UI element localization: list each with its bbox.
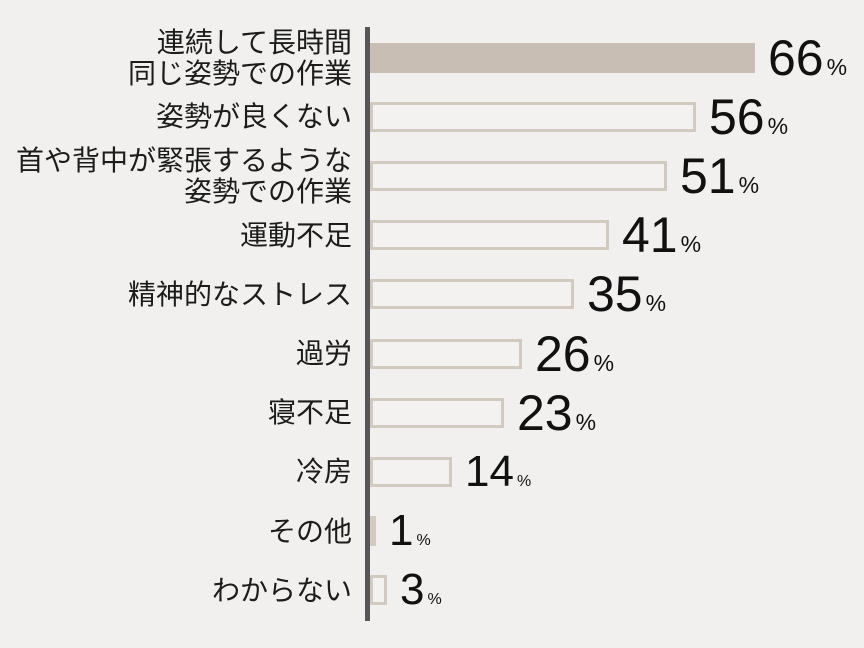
bar [370, 42, 755, 73]
bar-container: 56% [370, 92, 788, 142]
value-number: 51 [680, 147, 736, 204]
bar-container: 26% [370, 329, 614, 379]
value-number: 56 [709, 88, 765, 145]
bar-row: 寝不足 23% [0, 383, 864, 442]
value-label: 56% [709, 92, 788, 142]
bar-row: 姿勢が良くない 56% [0, 87, 864, 146]
bar [370, 279, 574, 310]
bar [370, 160, 667, 191]
percent-sign: % [593, 349, 615, 376]
percent-sign: % [767, 112, 789, 139]
bar-row: 冷房 14% [0, 442, 864, 501]
bar [370, 516, 376, 547]
bar-row: 連続して長時間 同じ姿勢での作業 66% [0, 26, 864, 89]
value-number: 3 [400, 565, 425, 615]
bar-row: 首や背中が緊張するような 姿勢での作業 51% [0, 144, 864, 207]
value-label: 23% [517, 388, 596, 438]
bar-row: 過労 26% [0, 324, 864, 383]
value-label: 26% [535, 329, 614, 379]
category-label: 過労 [295, 338, 352, 370]
bar [370, 456, 452, 487]
percent-sign: % [738, 171, 760, 198]
bar [370, 397, 504, 428]
bar-row: わからない 3% [0, 561, 864, 620]
value-label: 3% [400, 568, 442, 612]
bar [370, 338, 522, 369]
value-number: 14 [465, 446, 514, 496]
category-label: 精神的なストレス [127, 278, 352, 310]
bar-container: 66% [370, 33, 847, 83]
bar-row: 精神的なストレス 35% [0, 265, 864, 324]
bar-container: 3% [370, 568, 442, 612]
percent-sign: % [575, 408, 597, 435]
percent-sign: % [427, 591, 442, 609]
bar [370, 220, 609, 251]
value-label: 14% [465, 446, 532, 496]
percent-sign: % [826, 53, 848, 80]
value-number: 23 [517, 384, 573, 441]
category-label: 冷房 [295, 456, 352, 488]
category-label: 連続して長時間 同じ姿勢での作業 [127, 26, 352, 89]
bar-container: 1% [370, 509, 431, 553]
bar-container: 35% [370, 269, 666, 319]
bar-container: 51% [370, 151, 759, 201]
value-label: 35% [587, 269, 666, 319]
category-label: その他 [267, 515, 352, 547]
bar-rows: 連続して長時間 同じ姿勢での作業 66% 姿勢が良くない 56% 首や背中が緊張… [0, 26, 864, 620]
category-label: 姿勢が良くない [155, 101, 352, 133]
value-label: 41% [622, 210, 701, 260]
category-label: わからない [211, 574, 352, 606]
bar-container: 41% [370, 210, 701, 260]
bar-row: その他 1% [0, 502, 864, 561]
bar-row: 運動不足 41% [0, 206, 864, 265]
value-number: 1 [389, 506, 414, 556]
percent-sign: % [645, 290, 667, 317]
percent-sign: % [516, 472, 532, 490]
bar-container: 14% [370, 446, 532, 496]
value-number: 35 [587, 266, 643, 323]
bar-container: 23% [370, 388, 596, 438]
value-label: 66% [768, 33, 847, 83]
bar [370, 101, 696, 132]
value-number: 66 [768, 29, 824, 86]
y-axis-line [365, 27, 370, 621]
value-number: 41 [622, 207, 678, 264]
bar [370, 575, 387, 606]
value-label: 51% [680, 151, 759, 201]
percent-sign: % [416, 532, 431, 550]
category-label: 運動不足 [239, 219, 352, 251]
category-label: 寝不足 [267, 397, 352, 429]
category-label: 首や背中が緊張するような 姿勢での作業 [15, 144, 352, 207]
value-label: 1% [389, 509, 431, 553]
value-number: 26 [535, 325, 591, 382]
percent-sign: % [680, 231, 702, 258]
